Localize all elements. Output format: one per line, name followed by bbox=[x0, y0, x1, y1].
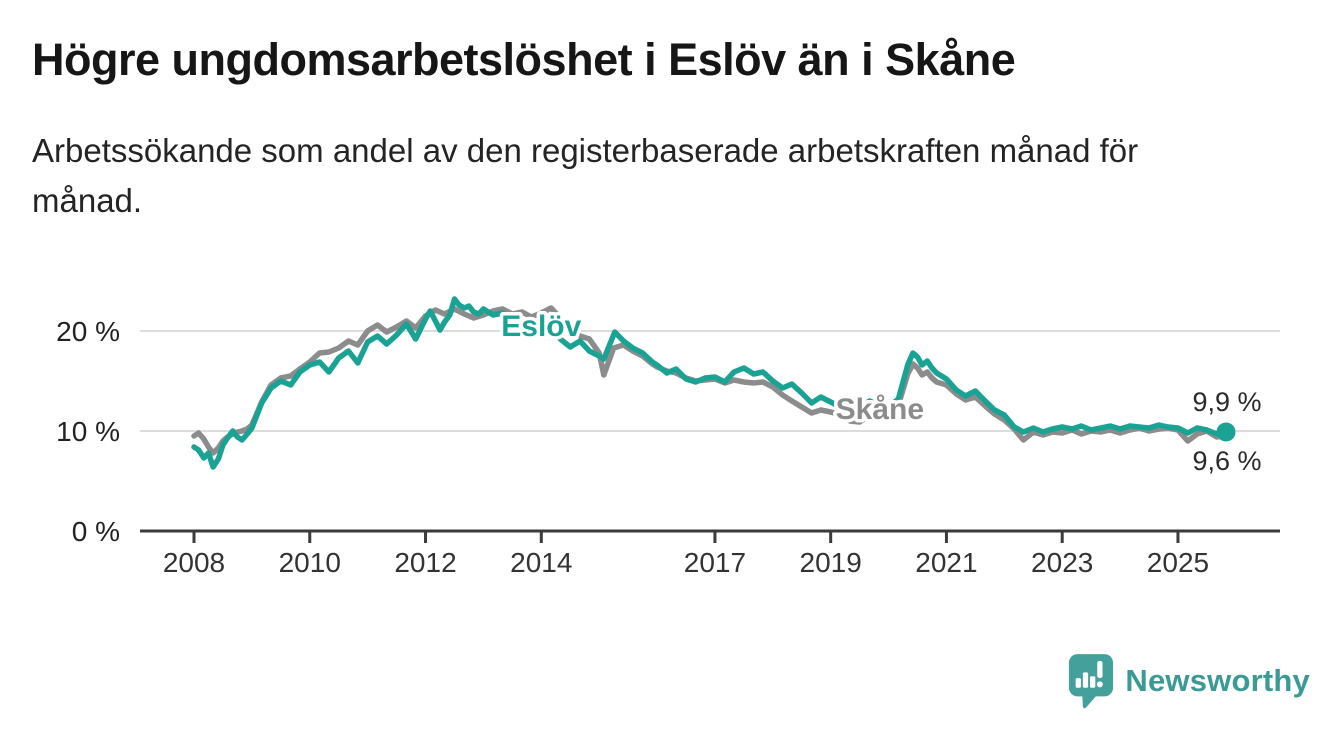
y-axis-label-0: 0 % bbox=[72, 516, 120, 547]
y-axis-label-10: 10 % bbox=[56, 416, 120, 447]
page-title: Högre ungdomsarbetslöshet i Eslöv än i S… bbox=[32, 34, 1016, 85]
x-axis-label-2014: 2014 bbox=[510, 547, 572, 578]
x-axis-label-2025: 2025 bbox=[1147, 547, 1209, 578]
chart-subtitle: Arbetssökande som andel av den registerb… bbox=[32, 126, 1308, 226]
exclamation-dot bbox=[1097, 681, 1104, 688]
subtitle-line-2: månad. bbox=[32, 181, 143, 219]
x-axis-label-2008: 2008 bbox=[163, 547, 225, 578]
x-axis-label-2010: 2010 bbox=[279, 547, 341, 578]
x-axis-label-2012: 2012 bbox=[394, 547, 456, 578]
bar-3 bbox=[1090, 676, 1096, 688]
subtitle-line-1: Arbetssökande som andel av den registerb… bbox=[32, 131, 1139, 169]
bar-chart-speech-bubble-icon bbox=[1069, 654, 1114, 709]
chart-header: Högre ungdomsarbetslöshet i Eslöv än i S… bbox=[0, 0, 1340, 226]
eslöv-end-dot bbox=[1216, 422, 1236, 442]
eslöv-end-value-label: 9,9 % bbox=[1192, 387, 1261, 417]
eslöv-series-label: Eslöv bbox=[501, 310, 581, 343]
brand-name: Newsworthy bbox=[1125, 663, 1310, 698]
exclamation-bar bbox=[1097, 660, 1103, 679]
x-axis-label-2023: 2023 bbox=[1031, 547, 1093, 578]
bar-2 bbox=[1083, 672, 1089, 688]
eslöv-line bbox=[191, 296, 1229, 470]
x-axis-label-2021: 2021 bbox=[915, 547, 977, 578]
skåne-series-label: Skåne bbox=[836, 393, 924, 426]
x-axis-label-2017: 2017 bbox=[684, 547, 746, 578]
skåne-end-value-label: 9,6 % bbox=[1192, 446, 1261, 476]
bar-1 bbox=[1076, 678, 1082, 688]
y-axis-label-20: 20 % bbox=[56, 316, 120, 347]
newsworthy-logo: Newsworthy bbox=[1067, 652, 1310, 710]
x-axis-label-2019: 2019 bbox=[800, 547, 862, 578]
